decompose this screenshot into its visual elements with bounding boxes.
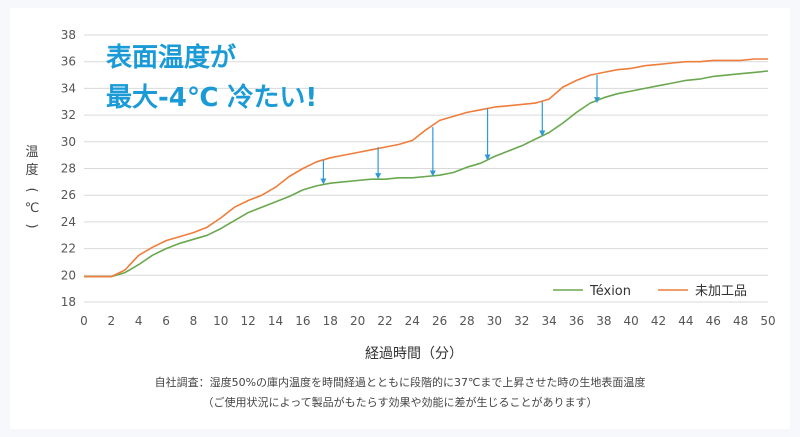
x-tick-label: 2 bbox=[108, 314, 116, 328]
x-tick-label: 32 bbox=[514, 314, 529, 328]
y-axis-label: 温 度 ( ℃ ) bbox=[24, 145, 39, 229]
difference-arrow-head bbox=[429, 170, 436, 177]
footnote-line-2: （ご使用状況によって製品がもたらす効果や効能に差が生じることがあります） bbox=[203, 395, 598, 409]
x-tick-label: 40 bbox=[624, 314, 639, 328]
series-line-texion bbox=[84, 70, 769, 278]
y-tick-label: 36 bbox=[61, 55, 76, 69]
x-tick-label: 38 bbox=[596, 314, 611, 328]
x-axis-label: 経過時間（分） bbox=[365, 346, 463, 362]
y-tick-label: 24 bbox=[61, 215, 76, 229]
x-tick-label: 20 bbox=[350, 314, 365, 328]
y-axis-label-char: ) bbox=[24, 223, 39, 228]
y-tick-label: 30 bbox=[61, 135, 76, 149]
x-tick-label: 44 bbox=[678, 314, 693, 328]
x-tick-label: 36 bbox=[569, 314, 584, 328]
y-tick-label: 18 bbox=[61, 295, 76, 309]
y-tick-label: 22 bbox=[61, 242, 76, 256]
y-tick-label: 28 bbox=[61, 162, 76, 176]
y-tick-label: 34 bbox=[61, 81, 76, 95]
x-tick-label: 0 bbox=[80, 314, 88, 328]
x-tick-label: 4 bbox=[135, 314, 143, 328]
chart-card: 18 20 22 24 26 28 30 32 34 36 38 0 2 4 6 8 10 12 14 16 18 20 2… bbox=[10, 8, 790, 429]
x-tick-label: 26 bbox=[432, 314, 447, 328]
headline-line-2: 最大-4℃ 冷たい! bbox=[106, 82, 317, 113]
x-tick-label: 8 bbox=[190, 314, 198, 328]
y-tick-label: 32 bbox=[61, 108, 76, 122]
y-axis-label-char: 度 bbox=[25, 162, 38, 178]
difference-arrow-head bbox=[484, 154, 491, 161]
x-tick-label: 22 bbox=[377, 314, 392, 328]
x-tick-label: 48 bbox=[733, 314, 748, 328]
x-tick-label: 34 bbox=[541, 314, 556, 328]
grid-lines bbox=[84, 34, 768, 303]
x-tick-label: 18 bbox=[323, 314, 338, 328]
x-tick-label: 28 bbox=[459, 314, 474, 328]
difference-arrow-head bbox=[539, 130, 546, 137]
x-tick-label: 46 bbox=[706, 314, 721, 328]
difference-arrow-head bbox=[320, 178, 327, 185]
x-tick-label: 14 bbox=[268, 314, 283, 328]
x-tick-label: 30 bbox=[487, 314, 502, 328]
x-tick-label: 42 bbox=[651, 314, 666, 328]
difference-arrow bbox=[429, 127, 436, 177]
y-axis-label-char: 温 bbox=[25, 145, 38, 160]
difference-arrows bbox=[320, 75, 600, 185]
difference-arrow bbox=[484, 108, 491, 161]
y-tick-label: 20 bbox=[61, 268, 76, 282]
x-tick-label: 10 bbox=[213, 314, 228, 328]
legend-label-texion: Téxion bbox=[589, 284, 631, 299]
headline-line-1: 表面温度が bbox=[106, 42, 236, 73]
y-axis-label-char: ( bbox=[24, 187, 39, 192]
difference-arrow bbox=[375, 147, 382, 180]
difference-arrow bbox=[594, 75, 600, 104]
series-line-untreated bbox=[84, 58, 768, 278]
series-lines bbox=[84, 58, 769, 278]
x-tick-label: 6 bbox=[162, 314, 170, 328]
y-tick-label: 26 bbox=[61, 188, 76, 202]
x-tick-label: 24 bbox=[405, 314, 420, 328]
difference-arrow bbox=[539, 101, 546, 137]
x-tick-label: 12 bbox=[241, 314, 256, 328]
difference-arrow bbox=[320, 160, 327, 185]
legend: Téxion 未加工品 bbox=[553, 284, 747, 299]
y-tick-label: 38 bbox=[61, 28, 76, 42]
y-axis-label-char: ℃ bbox=[25, 201, 40, 216]
legend-label-untreated: 未加工品 bbox=[695, 284, 747, 299]
footnote-line-1: 自社調査：湿度50%の庫内温度を時間経過とともに段階的に37℃まで上昇させた時の… bbox=[155, 375, 646, 389]
x-tick-label: 50 bbox=[760, 314, 775, 328]
difference-arrow-head bbox=[594, 97, 600, 104]
difference-arrow-head bbox=[375, 173, 382, 180]
x-tick-label: 16 bbox=[295, 314, 310, 328]
